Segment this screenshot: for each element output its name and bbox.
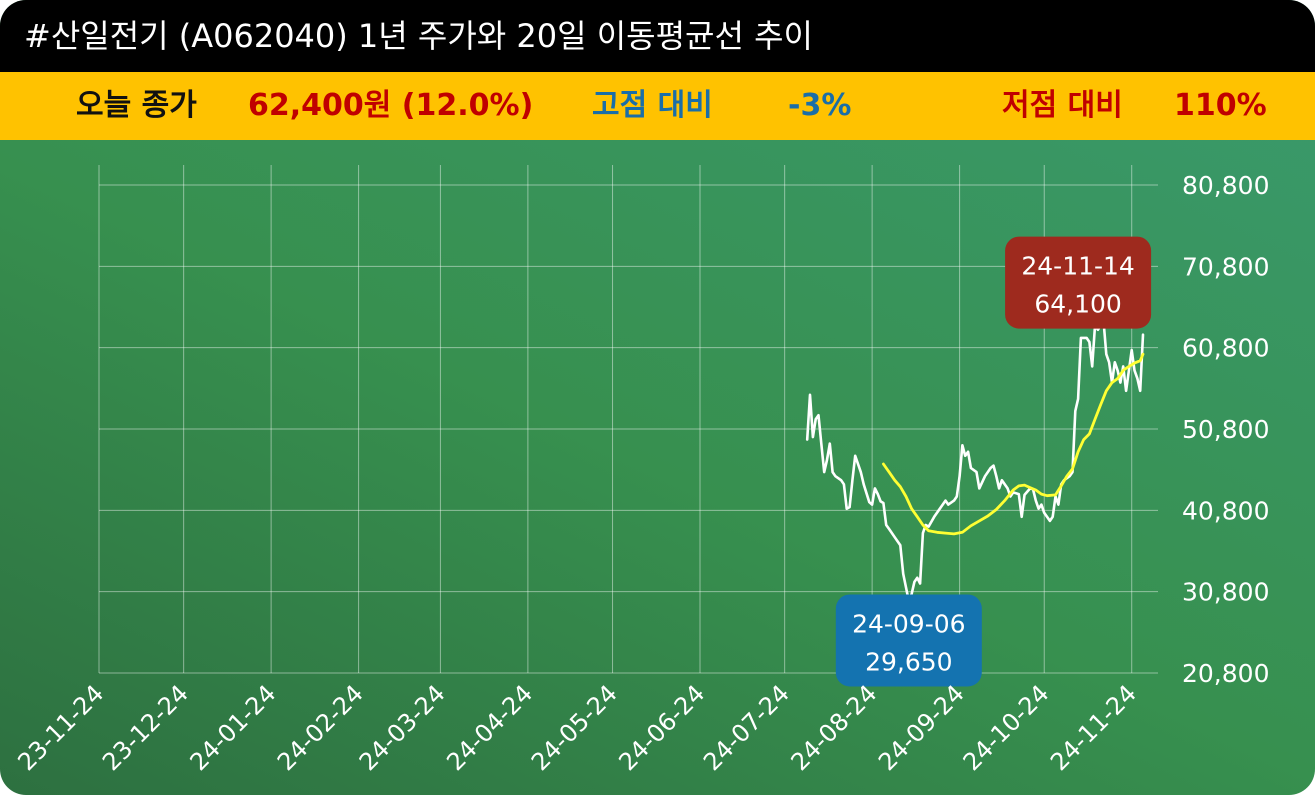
low-compare-value: 110% <box>1174 88 1267 123</box>
high-annotation-value: 64,100 <box>1034 290 1121 319</box>
y-tick-label: 80,800 <box>1182 171 1269 200</box>
x-tick-label: 24-10-24 <box>958 679 1055 776</box>
ma20-line <box>882 352 1145 536</box>
high-annotation-date: 24-11-14 <box>1021 252 1134 281</box>
low-annotation-box <box>835 594 982 687</box>
chart-series <box>805 319 1145 603</box>
x-tick-label: 24-06-24 <box>613 679 710 776</box>
y-tick-label: 40,800 <box>1182 496 1269 525</box>
price-chart: 24-11-14 64,100 24-09-06 29,650 80,800 70,80… <box>12 165 1269 776</box>
x-tick-label: 24-03-24 <box>354 679 451 776</box>
chart-grid <box>98 165 1158 674</box>
x-tick-label: 24-04-24 <box>441 679 538 776</box>
y-axis: 80,800 70,800 60,800 50,800 40,800 30,800 20,8… <box>1182 171 1269 688</box>
x-tick-label: 24-02-24 <box>272 679 369 776</box>
low-annotation-date: 24-09-06 <box>852 609 965 638</box>
x-tick-label: 24-01-24 <box>185 679 282 776</box>
x-tick-label: 24-08-24 <box>786 679 883 776</box>
low-annotation-value: 29,650 <box>865 647 952 676</box>
price-line <box>805 319 1145 603</box>
chart-title: #산일전기 (A062040) 1년 주가와 20일 이동평균선 추이 <box>0 0 1315 72</box>
high-compare-label: 고점 대비 <box>592 88 713 123</box>
x-axis: 23-11-2423-12-2424-01-2424-02-2424-03-24… <box>12 679 1142 776</box>
x-tick-label: 24-09-24 <box>873 679 970 776</box>
x-tick-label: 24-11-24 <box>1045 679 1142 776</box>
low-compare-label: 저점 대비 <box>1002 88 1123 123</box>
y-tick-label: 20,800 <box>1182 659 1269 688</box>
x-tick-label: 23-12-24 <box>97 679 194 776</box>
x-tick-label: 24-05-24 <box>526 679 623 776</box>
close-value: 62,400원 (12.0%) <box>248 88 534 123</box>
x-tick-label: 24-07-24 <box>698 679 795 776</box>
y-tick-label: 50,800 <box>1182 415 1269 444</box>
high-annotation-box <box>1005 236 1152 329</box>
y-tick-label: 60,800 <box>1182 334 1269 363</box>
close-label: 오늘 종가 <box>76 88 197 123</box>
info-bar: 오늘 종가 62,400원 (12.0%) 고점 대비 -3% 저점 대비 11… <box>0 72 1315 140</box>
chart-annotations: 24-11-14 64,100 24-09-06 29,650 <box>835 236 1152 687</box>
y-tick-label: 70,800 <box>1182 252 1269 281</box>
x-tick-label: 23-11-24 <box>12 679 109 776</box>
y-tick-label: 30,800 <box>1182 578 1269 607</box>
high-compare-value: -3% <box>788 88 852 123</box>
